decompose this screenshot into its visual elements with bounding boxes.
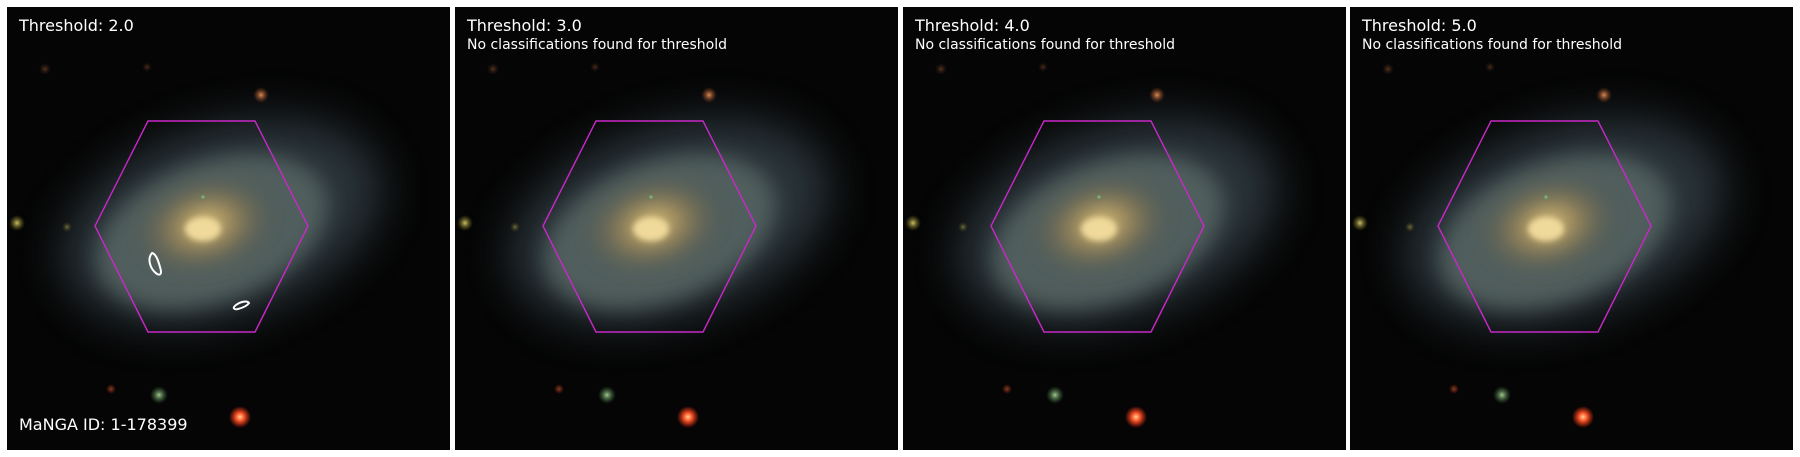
classification-contour-1 (148, 251, 162, 276)
manga-id-label: MaNGA ID: 1-178399 (19, 415, 188, 434)
panel-title: Threshold: 5.0 (1362, 16, 1477, 35)
image-panel-1: Threshold: 2.0 MaNGA ID: 1-178399 (7, 7, 450, 450)
image-panel-4: Threshold: 5.0 No classifications found … (1350, 7, 1793, 450)
galaxy-image-4 (1350, 7, 1793, 450)
panel-title: Threshold: 4.0 (915, 16, 1030, 35)
galaxy-image-1 (7, 7, 450, 450)
panel-title: Threshold: 2.0 (19, 16, 134, 35)
no-classifications-message: No classifications found for threshold (1362, 37, 1622, 53)
image-panel-2: Threshold: 3.0 No classifications found … (455, 7, 898, 450)
no-classifications-message: No classifications found for threshold (915, 37, 1175, 53)
panel-title: Threshold: 3.0 (467, 16, 582, 35)
no-classifications-message: No classifications found for threshold (467, 37, 727, 53)
galaxy-image-3 (903, 7, 1346, 450)
galaxy-image-2 (455, 7, 898, 450)
image-panel-3: Threshold: 4.0 No classifications found … (903, 7, 1346, 450)
classification-contour-2 (232, 300, 251, 311)
